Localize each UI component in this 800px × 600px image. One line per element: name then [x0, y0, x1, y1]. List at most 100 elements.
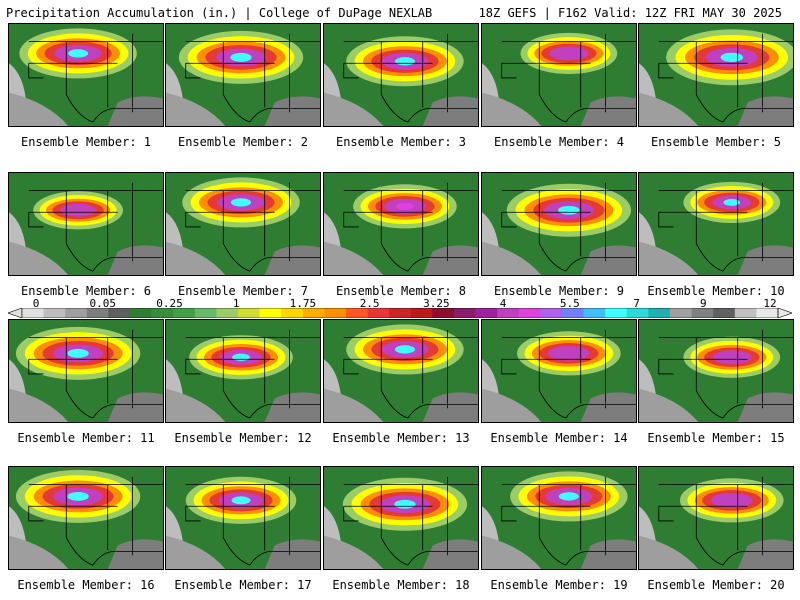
member-caption: Ensemble Member: 16: [17, 578, 155, 592]
colorbar-tick-label: 1.75: [289, 297, 317, 310]
colorbar-swatch: [65, 308, 88, 318]
member-caption: Ensemble Member: 6: [20, 284, 152, 298]
ensemble-member-map: [638, 23, 794, 127]
colorbar-swatch: [173, 308, 196, 318]
ensemble-member-map: [481, 466, 637, 570]
colorbar-swatch: [238, 308, 260, 318]
member-caption: Ensemble Member: 11: [17, 431, 155, 445]
colorbar-tick-label: 0.25: [156, 297, 183, 310]
member-caption: Ensemble Member: 7: [177, 284, 309, 298]
colorbar-tick-label: 4: [499, 297, 507, 310]
colorbar-tick-label: 7: [633, 297, 640, 310]
model-run-info: 18Z GEFS | F162 Valid: 12Z FRI MAY 30 20…: [478, 6, 782, 20]
colorbar-swatch: [324, 308, 347, 318]
page-title: Precipitation Accumulation (in.) | Colle…: [6, 6, 433, 20]
ensemble-member-map: [323, 172, 479, 276]
colorbar-swatch: [756, 308, 779, 318]
member-caption: Ensemble Member: 14: [490, 431, 628, 445]
colorbar-swatch: [86, 308, 109, 318]
colorbar-swatch: [454, 308, 476, 318]
precip-map: [639, 320, 793, 422]
colorbar-swatch: [562, 308, 584, 318]
colorbar-tick-label: 2.5: [359, 297, 380, 310]
precip-map: [482, 173, 636, 275]
member-caption: Ensemble Member: 1: [20, 135, 152, 149]
member-caption: Ensemble Member: 9: [493, 284, 625, 298]
colorbar-swatch: [151, 308, 174, 318]
member-caption: Ensemble Member: 13: [332, 431, 470, 445]
colorbar-swatch: [389, 308, 412, 318]
precip-map: [639, 467, 793, 569]
colorbar-labels: 0 0.05 0.25 1 1.75 2.5 3.25 4 5.5 7 9 12: [8, 297, 792, 310]
ensemble-member-map: [323, 466, 479, 570]
precip-map: [9, 173, 163, 275]
ensemble-member-map: [481, 172, 637, 276]
colorbar-swatch: [346, 308, 368, 318]
colorbar-swatch: [432, 308, 455, 318]
member-caption: Ensemble Member: 19: [490, 578, 628, 592]
precip-map: [482, 320, 636, 422]
ensemble-member-map: [8, 466, 164, 570]
colorbar-tick-label: 3.25: [423, 297, 450, 310]
precip-map: [166, 467, 320, 569]
colorbar-swatch: [518, 308, 541, 318]
ensemble-member-map: [8, 23, 164, 127]
ensemble-member-map: [165, 23, 321, 127]
colorbar-swatch: [410, 308, 433, 318]
ensemble-member-map: [638, 319, 794, 423]
precip-map: [166, 320, 320, 422]
colorbar-swatch: [648, 308, 671, 318]
member-caption: Ensemble Member: 15: [647, 431, 785, 445]
ensemble-member-map: [638, 172, 794, 276]
member-caption: Ensemble Member: 12: [174, 431, 312, 445]
precip-map: [324, 320, 478, 422]
colorbar-swatch: [691, 308, 714, 318]
colorbar-swatch: [670, 308, 692, 318]
colorbar-swatch: [130, 308, 152, 318]
precip-map: [482, 24, 636, 126]
colorbar-scale: [8, 308, 792, 318]
member-caption: Ensemble Member: 18: [332, 578, 470, 592]
colorbar-swatch: [216, 308, 239, 318]
precip-map: [639, 173, 793, 275]
colorbar-swatch: [43, 308, 66, 318]
precip-map: [639, 24, 793, 126]
colorbar-tick-label: 1: [232, 297, 240, 310]
member-caption: Ensemble Member: 17: [174, 578, 312, 592]
colorbar-swatch: [281, 308, 304, 318]
precip-map: [324, 24, 478, 126]
member-caption: Ensemble Member: 20: [647, 578, 785, 592]
ensemble-member-map: [8, 319, 164, 423]
colorbar-swatch: [713, 308, 736, 318]
colorbar: 0 0.05 0.25 1 1.75 2.5 3.25 4 5.5 7 9 12: [8, 297, 792, 319]
precip-map: [166, 24, 320, 126]
member-caption: Ensemble Member: 5: [650, 135, 782, 149]
member-caption: Ensemble Member: 10: [647, 284, 785, 298]
ensemble-member-map: [638, 466, 794, 570]
colorbar-tick-label: 9: [699, 297, 707, 310]
ensemble-member-map: [165, 172, 321, 276]
precip-map: [482, 467, 636, 569]
colorbar-swatch: [259, 308, 282, 318]
ensemble-member-map: [165, 466, 321, 570]
colorbar-swatch: [108, 308, 131, 318]
colorbar-swatch: [22, 308, 44, 318]
colorbar-tick-label: 12: [763, 297, 777, 310]
colorbar-tick-label: 0.05: [89, 297, 116, 310]
colorbar-tick-label: 0: [32, 297, 40, 310]
colorbar-swatch: [605, 308, 628, 318]
ensemble-member-map: [323, 23, 479, 127]
precip-map: [9, 320, 163, 422]
precip-map: [9, 24, 163, 126]
colorbar-swatch: [497, 308, 520, 318]
ensemble-member-map: [8, 172, 164, 276]
colorbar-swatch: [540, 308, 563, 318]
colorbar-swatch: [302, 308, 325, 318]
member-caption: Ensemble Member: 2: [177, 135, 309, 149]
member-caption: Ensemble Member: 3: [335, 135, 467, 149]
ensemble-member-map: [481, 319, 637, 423]
member-caption: Ensemble Member: 8: [335, 284, 467, 298]
colorbar-swatch: [734, 308, 757, 318]
colorbar-swatch: [194, 308, 217, 318]
precip-map: [166, 173, 320, 275]
